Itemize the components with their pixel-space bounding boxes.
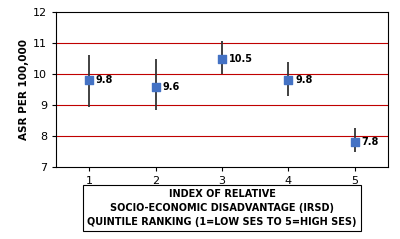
Text: 9.8: 9.8	[96, 75, 113, 85]
Text: 9.8: 9.8	[295, 75, 312, 85]
Point	[219, 57, 225, 60]
Text: 7.8: 7.8	[362, 137, 379, 147]
Point	[285, 78, 292, 82]
Y-axis label: ASR PER 100,000: ASR PER 100,000	[19, 39, 29, 140]
Point	[152, 85, 159, 88]
Text: 10.5: 10.5	[229, 54, 253, 64]
Text: INDEX OF RELATIVE
SOCIO-ECONOMIC DISADVANTAGE (IRSD)
QUINTILE RANKING (1=LOW SES: INDEX OF RELATIVE SOCIO-ECONOMIC DISADVA…	[87, 189, 357, 227]
Text: 9.6: 9.6	[162, 81, 180, 92]
Point	[352, 141, 358, 144]
Point	[86, 78, 92, 82]
